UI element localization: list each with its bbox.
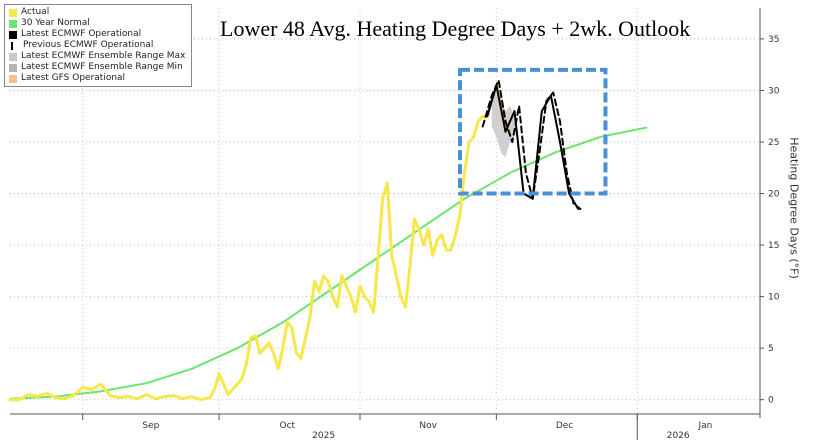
x-tick-label: Dec [556, 421, 573, 431]
legend-swatch [9, 52, 17, 61]
series-actual [8, 114, 489, 402]
legend: Actual 30 Year Normal Latest ECMWF Operati… [4, 4, 192, 87]
x-year-label: 2026 [667, 431, 690, 441]
legend-swatch [9, 8, 17, 17]
y-tick-label: 25 [768, 138, 779, 148]
y-tick-label: 10 [768, 293, 780, 303]
highlight-box [458, 67, 608, 196]
legend-label: Latest ECMWF Operational [21, 29, 142, 39]
legend-label: Previous ECMWF Operational [23, 40, 154, 50]
legend-swatch [9, 30, 17, 39]
chart-title: Lower 48 Avg. Heating Degree Days + 2wk.… [220, 16, 691, 41]
y-tick-label: 5 [768, 344, 774, 354]
series-lines [8, 79, 648, 402]
legend-item: Latest ECMWF Ensemble Range Min [9, 62, 187, 73]
series-30-year-normal [9, 126, 648, 400]
x-axis: Sep Oct Nov Dec Jan 2025 2026 [10, 413, 760, 441]
legend-item: Latest GFS Operational [9, 73, 187, 84]
grid-lines [10, 8, 760, 414]
legend-swatch [9, 63, 17, 72]
legend-label: Latest GFS Operational [21, 73, 126, 83]
legend-swatch [11, 41, 13, 50]
legend-label: Latest ECMWF Ensemble Range Max [21, 51, 186, 61]
y-tick-label: 15 [768, 241, 779, 251]
legend-label: Actual [21, 7, 50, 17]
legend-item: Latest ECMWF Operational [9, 29, 187, 40]
y-tick-label: 0 [768, 396, 774, 406]
legend-swatch [9, 19, 17, 28]
legend-item: Previous ECMWF Operational [9, 40, 187, 51]
y-tick-label: 30 [768, 86, 780, 96]
legend-item: 30 Year Normal [9, 18, 187, 29]
x-tick-label: Jan [698, 421, 713, 431]
x-tick-label: Oct [279, 421, 295, 431]
x-year-label: 2025 [312, 431, 335, 441]
highlight-box-rect [458, 67, 608, 196]
legend-label: 30 Year Normal [21, 18, 90, 28]
y-tick-label: 20 [768, 190, 780, 200]
x-tick-label: Nov [419, 421, 437, 431]
series-previous-ecmwf-operational [481, 79, 582, 210]
legend-label: Latest ECMWF Ensemble Range Min [21, 62, 183, 72]
legend-swatch [9, 74, 17, 83]
y-axis: 0 5 10 15 20 25 30 35 [759, 8, 780, 418]
legend-item: Latest ECMWF Ensemble Range Max [9, 51, 187, 62]
y-tick-label: 35 [768, 35, 779, 45]
legend-item: Actual [9, 7, 187, 18]
x-tick-label: Sep [142, 421, 159, 431]
y-axis-title: Heating Degree Days (°F) [787, 137, 801, 279]
